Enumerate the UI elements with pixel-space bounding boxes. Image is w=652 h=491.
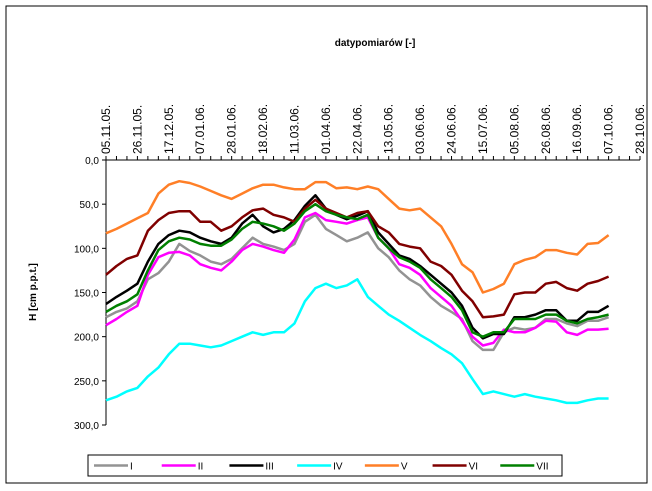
y-tick-label: 300,0 <box>74 421 99 432</box>
series-line <box>105 198 610 319</box>
legend-label: VII <box>536 462 548 473</box>
y-axis-label: H [cm p.p.t.] <box>28 263 39 321</box>
x-tick-label: 03.06.06. <box>413 104 427 154</box>
x-tick-label: 24.06.06. <box>445 104 459 154</box>
legend-label: II <box>198 462 204 473</box>
x-tick-label: 05.11.05. <box>99 105 113 154</box>
y-tick-label: 100,0 <box>74 244 99 255</box>
x-tick-label: 11.03.06. <box>287 105 301 154</box>
legend-label: I <box>130 462 133 473</box>
y-tick-label: 200,0 <box>74 333 99 344</box>
series-line <box>105 213 610 352</box>
y-tick-label: 0,0 <box>85 156 99 167</box>
chart-border <box>5 5 648 484</box>
x-tick-label: 28.01.06. <box>225 104 239 154</box>
y-tick-label: 50,0 <box>80 200 100 211</box>
x-tick-label: 28.10.06. <box>633 104 647 154</box>
legend-label: IV <box>333 462 343 473</box>
x-tick-label: 15.07.06. <box>476 104 490 154</box>
chart-title: datypomiarów [-] <box>335 38 416 49</box>
x-tick-label: 17.12.05. <box>162 104 176 154</box>
x-tick-label: 16.09.06. <box>570 104 584 154</box>
series-line <box>105 278 609 405</box>
legend-label: VI <box>469 462 478 473</box>
x-tick-label: 05.08.06. <box>507 104 521 154</box>
x-tick-label: 18.02.06. <box>256 104 270 154</box>
y-tick-label: 150,0 <box>74 289 99 300</box>
series-line <box>105 179 610 294</box>
x-tick-label: 26.08.06. <box>539 104 553 154</box>
x-tick-label: 07.01.06. <box>193 104 207 154</box>
x-tick-label: 22.04.06. <box>350 104 364 154</box>
x-tick-label: 26.11.05. <box>130 105 144 154</box>
series-line <box>105 194 610 340</box>
y-tick-label: 250,0 <box>74 377 99 388</box>
legend-label: V <box>401 462 408 473</box>
x-tick-label: 01.04.06. <box>319 104 333 154</box>
x-tick-label: 13.05.06. <box>382 104 396 154</box>
series-line <box>105 202 609 338</box>
legend-label: III <box>265 462 273 473</box>
x-tick-label: 07.10.06. <box>602 104 616 154</box>
